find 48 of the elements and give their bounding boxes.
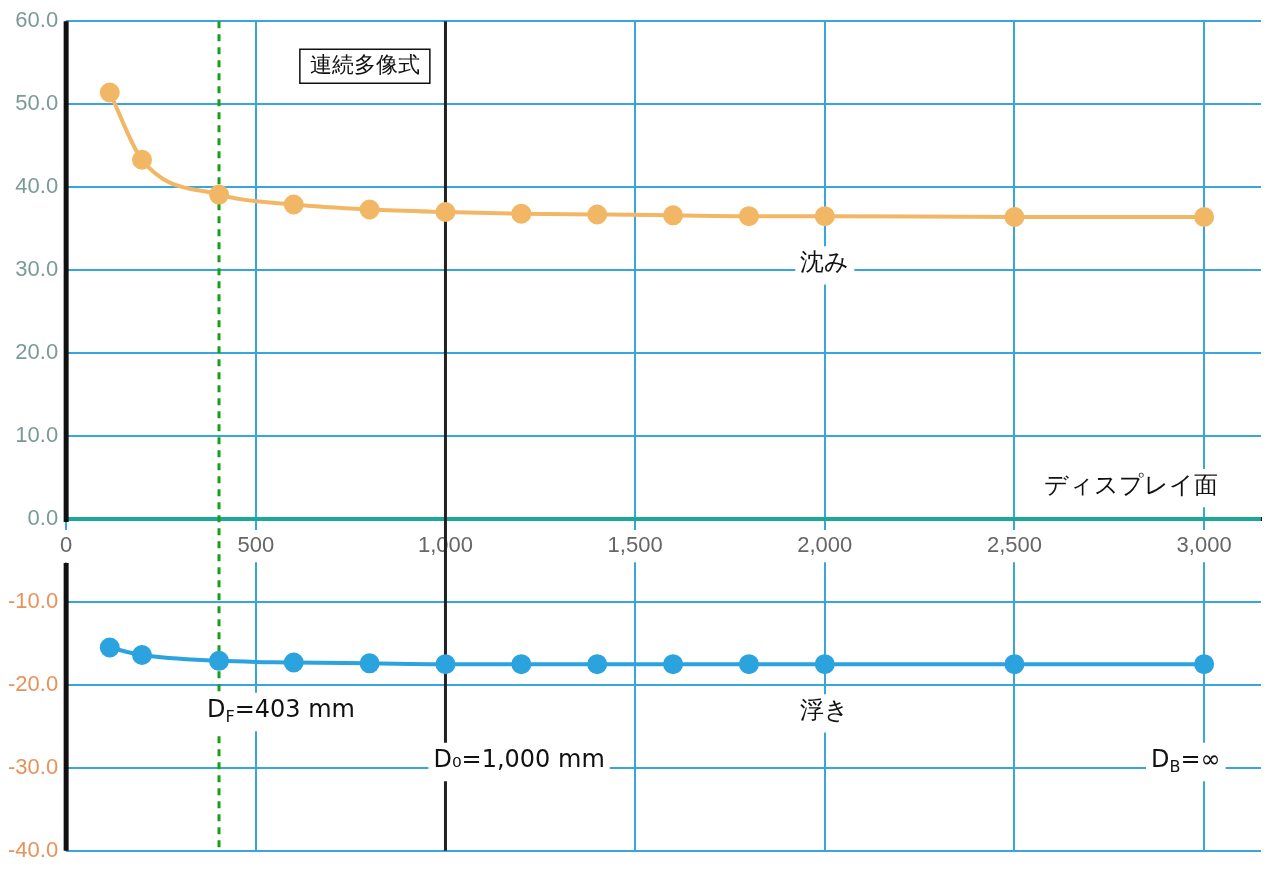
- point: [99, 637, 120, 658]
- annotation: 連続多像式: [309, 51, 420, 77]
- y-tick-label: -30.0: [7, 753, 59, 779]
- point: [359, 653, 380, 674]
- y-tick-label: 20.0: [15, 339, 59, 365]
- point: [132, 645, 153, 666]
- point: [738, 654, 759, 675]
- point: [814, 206, 835, 227]
- point: [814, 654, 835, 675]
- point: [1004, 654, 1025, 675]
- y-tick-label: 60.0: [15, 7, 59, 33]
- point: [209, 650, 230, 671]
- point: [511, 654, 532, 675]
- y-tick-label: -20.0: [7, 670, 59, 696]
- point: [1194, 206, 1215, 227]
- x-tick-label: 2,000: [797, 532, 853, 558]
- series-label: 浮き: [800, 696, 850, 725]
- point: [587, 654, 608, 675]
- y-tick-label: 0.0: [27, 505, 59, 531]
- point: [359, 199, 380, 220]
- point: [1004, 206, 1025, 227]
- point: [283, 652, 304, 673]
- x-tick-label: 500: [237, 532, 275, 558]
- ref-line-label: ディスプレイ面: [1044, 471, 1218, 500]
- y-tick-label: -40.0: [7, 836, 59, 862]
- x-tick-label: 2,500: [986, 532, 1042, 558]
- point: [738, 206, 759, 227]
- ref-line-label: D₀=1,000 mm: [433, 745, 605, 774]
- y-tick-label: 10.0: [15, 422, 59, 448]
- point: [435, 202, 456, 223]
- point: [663, 205, 684, 226]
- point: [1194, 654, 1215, 675]
- point: [435, 654, 456, 675]
- y-tick-label: 30.0: [15, 256, 59, 282]
- point: [663, 654, 684, 675]
- y-tick-label: -10.0: [7, 587, 59, 613]
- point: [132, 149, 153, 170]
- point: [587, 204, 608, 225]
- y-tick-label: 50.0: [15, 90, 59, 116]
- point: [511, 203, 532, 224]
- x-tick-label: 1,500: [607, 532, 663, 558]
- point: [99, 82, 120, 103]
- x-tick-label: 0: [60, 532, 73, 558]
- series-label: 沈み: [800, 248, 850, 277]
- y-tick-label: 40.0: [15, 173, 59, 199]
- point: [283, 194, 304, 215]
- point: [209, 184, 230, 205]
- x-tick-label: 3,000: [1176, 532, 1232, 558]
